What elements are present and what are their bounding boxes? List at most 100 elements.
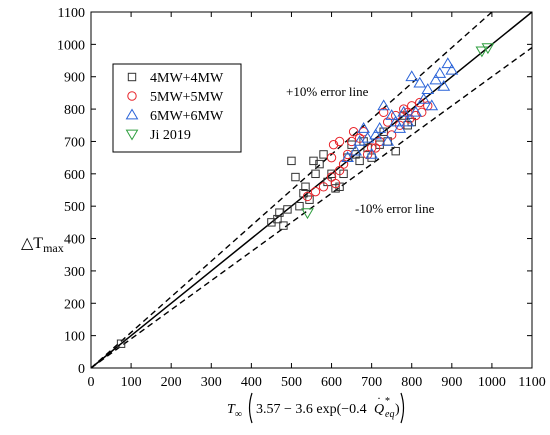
data-point [301,182,310,191]
x-label-left-bracket [248,392,253,424]
data-point [405,114,415,124]
x-tick-label: 800 [401,375,422,390]
x-tick-label: 100 [121,375,142,390]
data-point [405,70,419,82]
y-tick-label: 800 [64,103,85,118]
y-axis-label-main: △T [21,235,43,252]
data-point [385,109,399,120]
legend-label: 6MW+6MW [150,109,224,124]
data-point [305,195,314,204]
x-axis-label: T∞ 3.57 − 3.6 exp(−0.4 Q · eq * ) [227,391,405,424]
y-tick-label: 300 [64,265,85,280]
data-point [369,128,383,140]
data-point [301,208,314,220]
data-point [348,127,359,137]
data-point [393,122,407,133]
data-point [342,149,353,160]
data-point [437,79,451,91]
data-point [347,140,356,149]
data-point [326,152,337,163]
data-point [273,214,282,224]
data-point [386,130,397,140]
data-point [379,127,388,136]
data-point [319,150,328,159]
y-tick-label: 400 [64,233,85,248]
data-point [334,136,345,147]
annotation-minus10: -10% error line [355,201,435,216]
data-point [341,151,354,162]
data-point [361,131,375,143]
x-tick-label: 900 [441,375,462,390]
x-label-prefix-main: T [227,402,236,417]
legend-label: 4MW+4MW [150,71,224,86]
data-point [328,139,339,150]
x-tick-label: 500 [281,375,302,390]
data-point [381,134,395,146]
x-tick-label: 200 [161,375,182,390]
x-tick-label: 700 [361,375,382,390]
data-point [283,205,292,214]
data-point [315,159,324,169]
x-tick-label: 1000 [478,375,506,390]
data-point [429,73,443,85]
x-label-qsup: * [385,396,390,407]
data-point [397,105,411,117]
data-point [407,101,417,111]
x-label-qdot: · [377,391,381,405]
legend: 4MW+4MW 5MW+5MW 6MW+6MW Ji 2019 [112,63,242,153]
data-point [318,182,329,192]
data-point [287,156,296,166]
data-point [275,208,284,217]
data-point [395,120,405,130]
x-label-prefix: T∞ [227,402,242,420]
data-point [366,143,377,153]
x-label-qvar: Q [374,402,384,417]
y-tick-label: 100 [64,330,85,345]
y-axis-label: △Tmax [21,235,64,255]
y-tick-label: 1100 [58,6,85,21]
x-axis-ticks: 0 100 200 300 400 500 600 700 800 900 1000 1100 [88,12,546,390]
data-point [349,144,362,156]
data-point [358,127,369,137]
x-tick-label: 400 [241,375,262,390]
data-point [445,63,459,75]
data-point [411,110,421,121]
y-tick-label: 900 [64,71,85,86]
y-tick-label: 1000 [57,38,85,53]
legend-marker [127,91,137,101]
data-point [355,156,364,166]
data-point [415,97,425,108]
data-point [295,201,304,211]
data-point [346,136,357,147]
data-point [302,191,313,202]
data-point [391,146,400,156]
y-tick-label: 0 [78,362,85,377]
x-label-qsub: eq [385,409,394,420]
data-point [279,221,288,230]
y-tick-label: 700 [64,135,85,150]
legend-label: 5MW+5MW [150,90,224,105]
data-point [291,172,300,182]
data-point [310,186,321,197]
data-point [353,134,366,146]
data-point [421,83,435,95]
x-tick-label: 600 [321,375,342,390]
legend-box [112,63,242,153]
data-point [389,115,403,127]
x-tick-label: 0 [88,375,95,390]
data-point [327,169,336,179]
data-point [311,169,320,179]
data-point [365,147,379,159]
data-point [475,46,489,58]
data-point [481,43,495,55]
x-tick-label: 1100 [518,375,545,390]
legend-label: Ji 2019 [150,128,191,143]
data-points [116,43,495,348]
data-point [441,57,455,69]
x-label-prefix-sub: ∞ [235,409,242,420]
y-tick-label: 200 [64,297,85,312]
data-point [409,105,423,117]
x-label-close: ) [395,402,400,417]
data-point [401,115,415,127]
